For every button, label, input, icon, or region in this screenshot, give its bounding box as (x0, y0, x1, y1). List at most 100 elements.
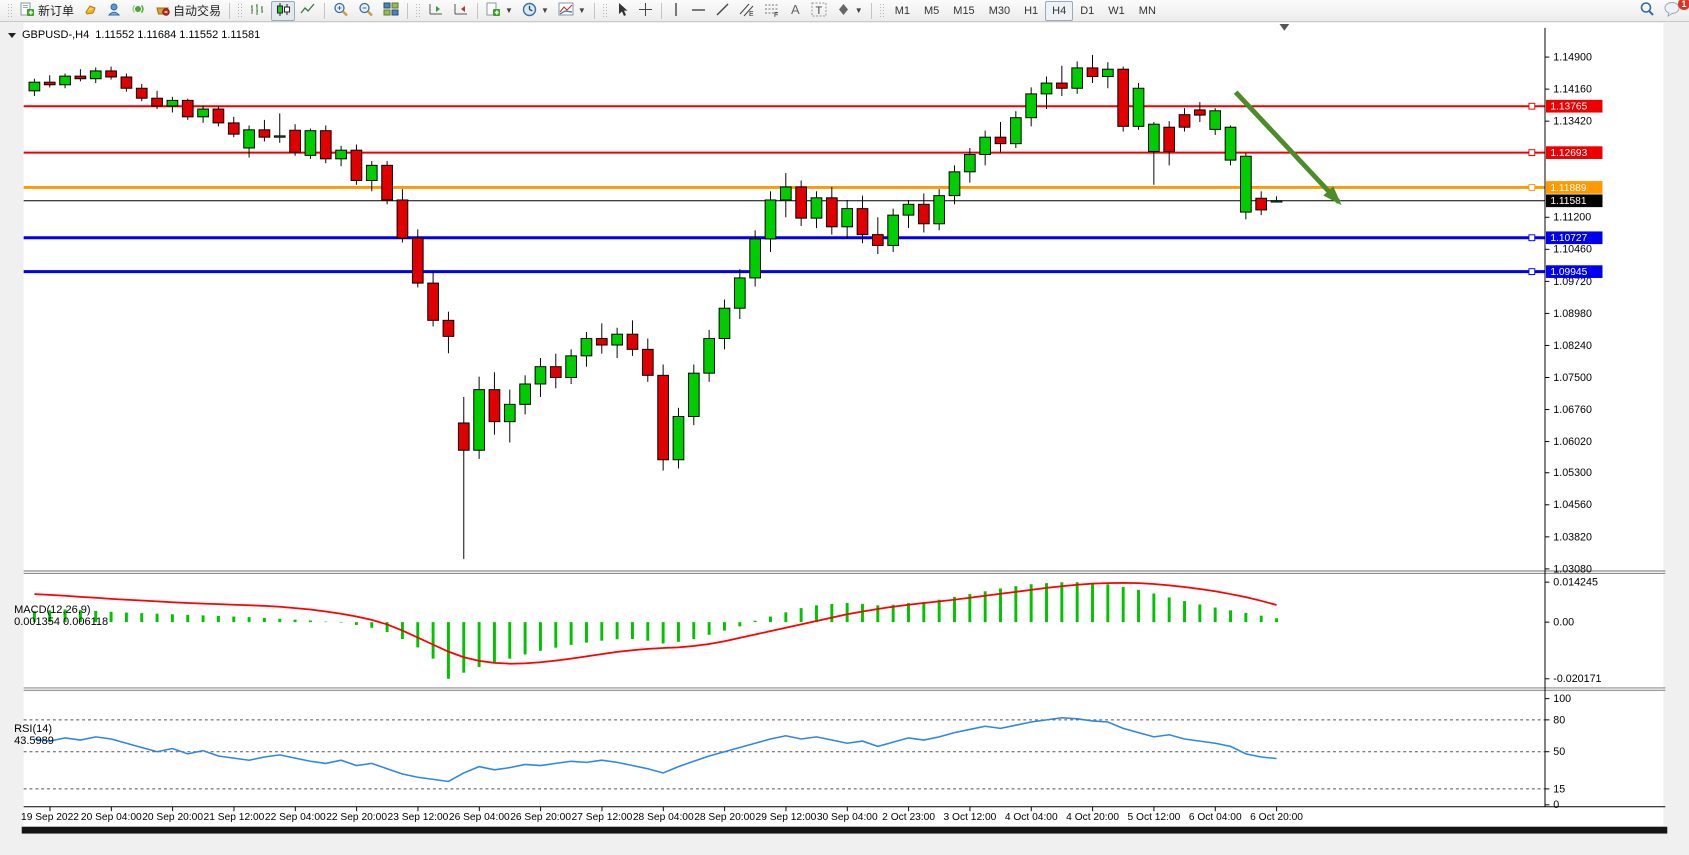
text-label-tool-button[interactable]: T (807, 1, 831, 21)
auto-scroll-button[interactable] (449, 1, 473, 21)
tile-windows-button[interactable] (379, 1, 403, 21)
autotrade-label: 自动交易 (173, 4, 222, 18)
zoom-out-icon (358, 2, 374, 20)
timeframe-button-h1[interactable]: H1 (1024, 4, 1039, 17)
zoom-out-button[interactable] (354, 1, 378, 21)
candle-body (289, 129, 301, 153)
trendline-icon (715, 2, 730, 20)
toolbar-separator (593, 2, 595, 19)
candle-body (779, 186, 792, 201)
autotrade-button[interactable]: 自动交易 (151, 1, 225, 21)
candle-body (151, 97, 163, 107)
candle-body (89, 70, 102, 80)
price-tag (1545, 231, 1603, 245)
price-axis-tick-label: 1.14900 (1553, 51, 1592, 63)
toolbar-grip[interactable] (878, 2, 884, 19)
price-axis-tick-label: 1.13420 (1553, 116, 1592, 128)
deposit-button[interactable] (79, 1, 102, 21)
timeframe-button-w1[interactable]: W1 (1108, 4, 1125, 17)
crosshair-tool-button[interactable] (634, 1, 657, 21)
bar-chart-mode-button[interactable] (246, 1, 270, 21)
zoom-in-button[interactable] (329, 1, 353, 21)
candle-body (994, 136, 1007, 145)
line-chart-mode-button[interactable] (296, 1, 320, 21)
trendline-tool-button[interactable] (711, 1, 734, 21)
price-tag (1545, 265, 1603, 278)
chart-title-ohlc: 1.11552 1.11684 1.11552 1.11581 (95, 29, 261, 41)
candle-body (1025, 93, 1038, 119)
price-axis-tick-label: 1.04560 (1553, 499, 1592, 511)
period-button[interactable]: ▼ (518, 1, 553, 21)
candle-body (1270, 200, 1283, 203)
new-order-button[interactable]: 新订单 (16, 1, 78, 21)
line-anchor-handle[interactable] (1528, 268, 1536, 276)
toolbar-separator (477, 2, 479, 19)
candle-body (1148, 123, 1160, 152)
timeframe-button-m15[interactable]: M15 (953, 4, 975, 17)
toolbar-grip[interactable] (415, 2, 421, 19)
price-axis-tick-label: 1.07500 (1553, 372, 1592, 384)
line-anchor-handle[interactable] (1528, 184, 1536, 191)
bottom-edge-bar (21, 826, 1668, 834)
line-anchor-handle[interactable] (1528, 234, 1536, 242)
line-chart-icon (300, 2, 316, 19)
candle-body (1055, 82, 1068, 89)
tile-windows-icon (383, 2, 399, 19)
price-axis-tick-label: 1.11200 (1553, 212, 1591, 224)
time-axis-label: 6 Oct 04:00 (1189, 812, 1242, 823)
new-chart-icon (486, 2, 501, 20)
time-axis-label: 3 Oct 12:00 (944, 812, 997, 823)
timeframe-button-mn[interactable]: MN (1138, 4, 1156, 17)
chart-shift-marker[interactable] (1279, 23, 1290, 31)
text-tool-button[interactable]: A (785, 1, 806, 21)
timeframe-button-m1[interactable]: M1 (894, 4, 910, 17)
arrows-tool-button[interactable]: ▼ (832, 1, 867, 21)
one-click-trading-collapse-icon[interactable] (8, 32, 16, 38)
candle-body (871, 234, 884, 246)
timeframe-button-m30[interactable]: M30 (988, 4, 1011, 17)
line-anchor-handle[interactable] (1528, 149, 1536, 157)
time-axis-label: 26 Sep 20:00 (510, 812, 571, 823)
price-tag (1545, 146, 1603, 159)
chart-shift-button[interactable] (424, 1, 448, 21)
candle-body (687, 372, 700, 417)
toolbar-grip[interactable] (237, 2, 243, 19)
macd-values: 0.001354 0.006118 (14, 616, 109, 628)
trend-arrow-line[interactable] (1233, 90, 1341, 204)
chart-canvas[interactable]: 1.14900 1.14160 1.13420 1.11200 1.10460 1.097… (0, 22, 1689, 855)
cursor-tool-button[interactable] (611, 1, 633, 21)
timeframe-button-h4[interactable]: H4 (1045, 0, 1074, 21)
vertical-line-tool-button[interactable] (666, 1, 686, 21)
macd-axis-label: 0.00 (1553, 617, 1574, 629)
timeframe-button-m5[interactable]: M5 (924, 4, 940, 17)
indicators-button[interactable]: ▼ (554, 1, 590, 21)
line-anchor-handle[interactable] (1528, 102, 1536, 110)
chat-button[interactable]: 1 (1660, 0, 1689, 21)
new-order-label: 新订单 (38, 4, 75, 18)
svg-text:A: A (791, 2, 800, 16)
candle-body (917, 203, 930, 225)
candlestick-mode-button[interactable] (271, 0, 296, 21)
time-axis-label: 23 Sep 12:00 (388, 812, 449, 823)
time-axis-label: 6 Oct 20:00 (1250, 812, 1303, 823)
community-button[interactable] (103, 1, 126, 21)
price-tag (1545, 99, 1603, 113)
chat-bubble-icon (1664, 1, 1681, 20)
price-tag (1545, 181, 1603, 194)
horizontal-line-tool-button[interactable] (687, 1, 710, 21)
gold-icon (83, 2, 98, 19)
signals-button[interactable] (127, 1, 150, 21)
new-order-icon (20, 2, 35, 20)
indicators-icon (558, 2, 574, 20)
toolbar-grip[interactable] (601, 2, 607, 19)
candle-body (841, 208, 853, 228)
new-chart-button[interactable]: ▼ (482, 1, 517, 21)
trend-arrow-head[interactable] (1323, 186, 1342, 206)
search-button[interactable] (1635, 1, 1659, 21)
candle-body (856, 208, 869, 236)
channel-tool-button[interactable]: E (735, 1, 759, 21)
timeframe-button-d1[interactable]: D1 (1080, 4, 1095, 17)
time-axis-label: 4 Oct 20:00 (1066, 812, 1119, 823)
toolbar-grip[interactable] (7, 2, 12, 19)
fibonacci-tool-button[interactable]: F (760, 1, 784, 21)
